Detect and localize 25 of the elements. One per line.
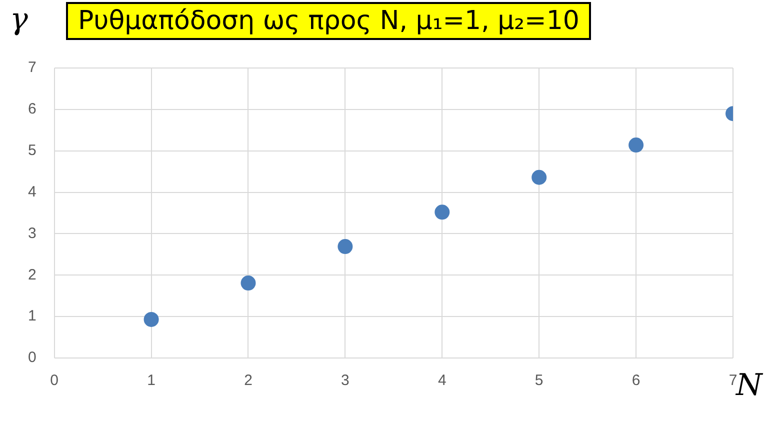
x-tick-label: 1 [147,372,156,390]
x-tick-label: 2 [244,372,252,390]
point [338,239,353,254]
x-tick-label: 5 [534,372,544,390]
x-tick-label: 6 [632,372,640,390]
point [628,138,644,153]
y-tick-label: 0 [28,349,36,366]
x-tick-label: 0 [50,372,59,390]
y-tick-label: 4 [28,183,36,200]
y-tick-label: 5 [28,142,36,159]
point [144,312,159,327]
y-axis-title: γ [10,2,28,37]
y-tick-label: 3 [28,224,36,242]
x-tick-label: 3 [341,372,350,390]
x-tick-label: 7 [728,372,738,390]
point [240,276,256,291]
x-tick-label: 4 [438,372,446,390]
point [532,170,547,185]
y-tick-label: 7 [28,59,36,76]
point [434,204,450,220]
y-tick-label: 1 [28,308,36,325]
y-tick-label: 2 [28,266,36,284]
y-tick-label: 6 [28,100,36,118]
chart-title: Ρυθμαπόδοση ως προς N, μ₁=1, μ₂=10 [66,2,592,40]
x-axis-title: N [736,368,762,403]
